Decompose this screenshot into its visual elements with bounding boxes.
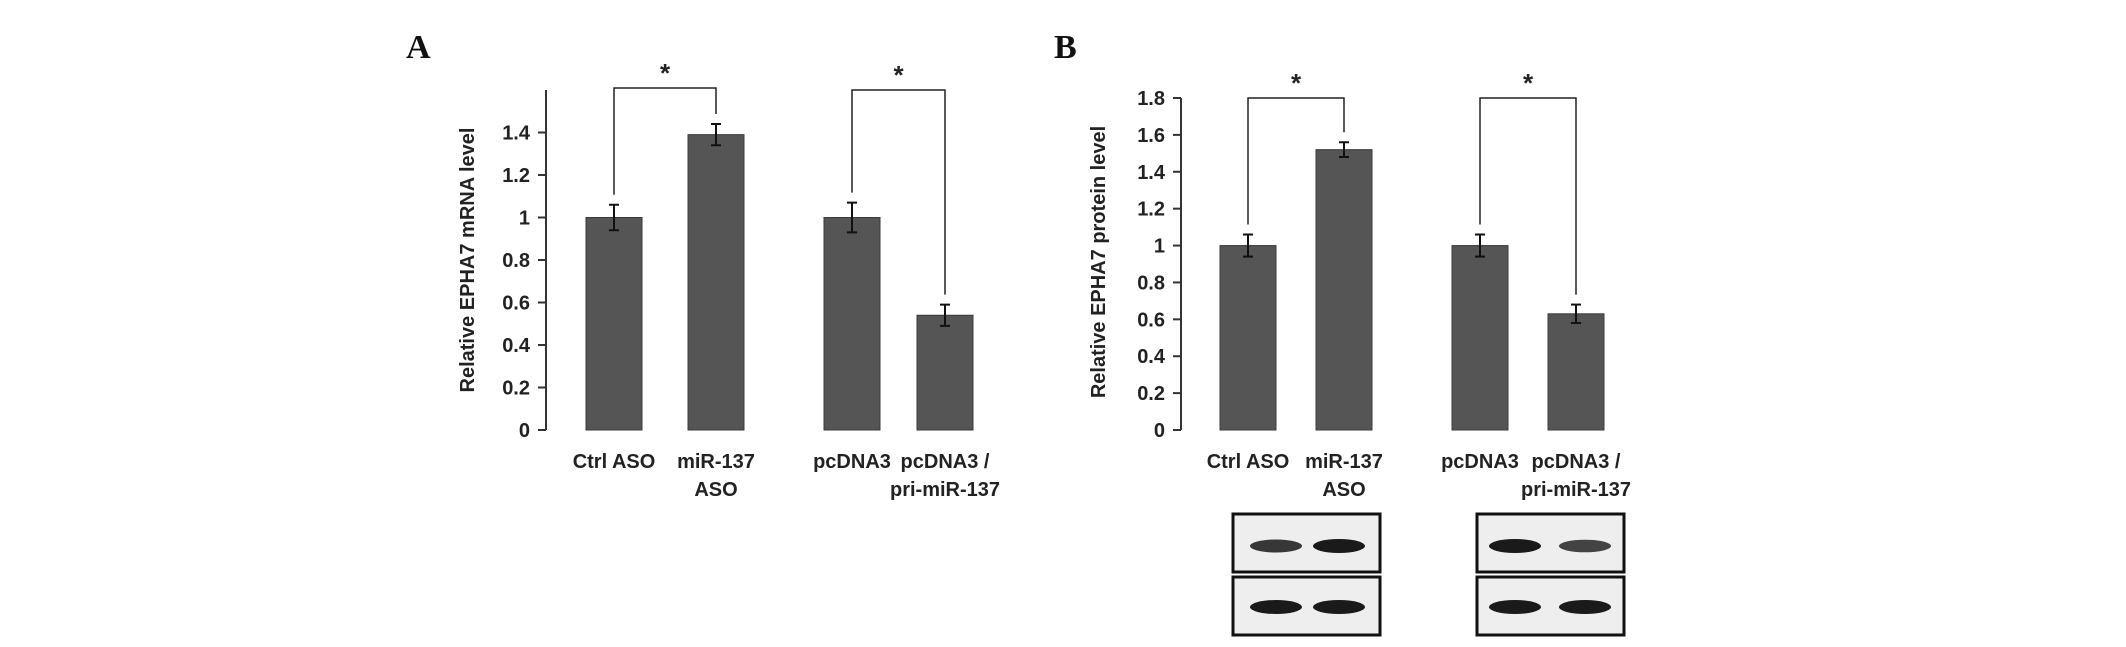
chart-b-category-label-3: pcDNA3 xyxy=(1441,451,1519,473)
chart-b-category-label-1: Ctrl ASO xyxy=(1207,451,1290,473)
chart-a-significance-bracket-2 xyxy=(851,89,946,295)
chart-b-y-tick-label: 0.8 xyxy=(1137,272,1165,294)
western-blot-insets xyxy=(1231,512,1626,637)
chart-b-y-tick-label: 1.4 xyxy=(1137,162,1166,184)
chart-b-bar-1 xyxy=(1219,245,1277,431)
chart-a-category-label-1: Ctrl ASO xyxy=(573,451,656,473)
panel-b-letter: B xyxy=(1054,29,1077,66)
chart-a-significance-bracket-1 xyxy=(613,87,717,195)
chart-a-bar-2 xyxy=(687,134,745,431)
chart-b-significance-label-2: * xyxy=(1523,68,1534,98)
chart-a-y-tick-label: 0.2 xyxy=(502,378,530,400)
chart-b-bar-2 xyxy=(1315,149,1373,431)
blot-band-bottom-lane-1 xyxy=(1250,600,1302,614)
chart-b-category-label-4: pri-miR-137 xyxy=(1521,479,1631,501)
chart-a: 0 0.2 0.4 0.6 0.8 1 1.2 1.4 Relative EPHA7 mRNA … xyxy=(457,58,1000,501)
chart-a-category-label-4: pcDNA3 / xyxy=(901,451,990,473)
chart-b-y-tick-label: 1.2 xyxy=(1137,199,1165,221)
chart-a-category-label-4: pri-miR-137 xyxy=(890,479,1000,501)
chart-b-category-label-2: ASO xyxy=(1322,479,1365,501)
chart-b-y-tick-label: 1.6 xyxy=(1137,125,1165,147)
blot-band-top-lane-2 xyxy=(1313,539,1365,553)
chart-b-y-tick-label: 0.4 xyxy=(1137,346,1166,368)
panel-a-letter: A xyxy=(406,29,431,66)
chart-b-y-tick-label: 0 xyxy=(1154,420,1165,442)
blot-band-bottom-lane-3 xyxy=(1489,600,1541,614)
chart-b-bar-3 xyxy=(1451,245,1509,431)
chart-a-y-tick-label: 0.8 xyxy=(502,250,530,272)
chart-b-y-tick-label: 0.6 xyxy=(1137,309,1165,331)
chart-b-significance-bracket-1 xyxy=(1247,97,1345,225)
chart-a-bar-4 xyxy=(916,314,974,431)
chart-a-significance-label-1: * xyxy=(660,58,671,88)
chart-b-y-axis-label: Relative EPHA7 protein level xyxy=(1088,126,1110,398)
chart-a-y-tick-label: 1.4 xyxy=(502,123,531,145)
chart-a-y-axis-label: Relative EPHA7 mRNA level xyxy=(457,128,479,393)
blot-band-top-lane-3 xyxy=(1489,539,1541,553)
chart-a-category-label-3: pcDNA3 xyxy=(813,451,891,473)
chart-a-y-tick-label: 0.6 xyxy=(502,293,530,315)
chart-a-y-tick-label: 0 xyxy=(519,420,530,442)
chart-a-significance-label-2: * xyxy=(893,60,904,90)
chart-a-y-tick-label: 1.2 xyxy=(502,165,530,187)
blot-band-bottom-lane-2 xyxy=(1313,600,1365,614)
chart-b: 0 0.2 0.4 0.6 0.8 1 1.2 1.4 1.6 1.8 Relative EPHA7… xyxy=(1088,68,1631,501)
chart-a-y-tick-label: 0.4 xyxy=(502,335,531,357)
blot-band-top-lane-1 xyxy=(1250,539,1302,553)
chart-a-bar-3 xyxy=(823,217,881,431)
chart-b-y-tick-label: 1 xyxy=(1154,236,1165,258)
blot-band-top-lane-4 xyxy=(1559,539,1611,553)
chart-b-category-label-4: pcDNA3 / xyxy=(1532,451,1621,473)
chart-b-y-tick-label: 0.2 xyxy=(1137,383,1165,405)
chart-b-bar-4 xyxy=(1547,313,1605,431)
chart-a-bar-1 xyxy=(585,217,643,431)
chart-b-y-tick-label: 1.8 xyxy=(1137,88,1165,110)
chart-b-significance-label-1: * xyxy=(1291,68,1302,98)
chart-a-category-label-2: miR-137 xyxy=(677,451,755,473)
chart-b-category-label-2: miR-137 xyxy=(1305,451,1383,473)
chart-b-significance-bracket-2 xyxy=(1479,97,1577,295)
blot-band-bottom-lane-4 xyxy=(1559,600,1611,614)
chart-a-category-label-2: ASO xyxy=(694,479,737,501)
chart-a-y-tick-label: 1 xyxy=(519,208,530,230)
